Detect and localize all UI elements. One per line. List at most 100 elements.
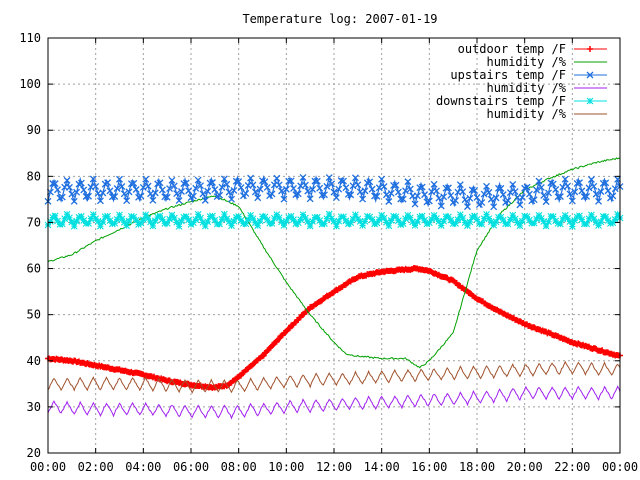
legend-label: humidity /%	[487, 55, 567, 69]
y-tick-label: 80	[27, 169, 41, 183]
x-tick-label: 20:00	[507, 460, 543, 474]
series-marker	[63, 210, 71, 218]
legend-label: upstairs temp /F	[450, 68, 566, 82]
series-marker	[309, 185, 317, 193]
series-marker	[301, 181, 309, 189]
series-marker	[378, 175, 386, 183]
series-marker	[521, 212, 529, 220]
series-marker	[397, 221, 405, 229]
series-marker	[142, 175, 150, 183]
series-marker	[166, 185, 174, 192]
series-marker	[235, 178, 243, 186]
series-marker	[447, 216, 455, 224]
series-marker	[94, 217, 102, 225]
series-marker	[568, 197, 576, 205]
series-marker	[297, 216, 305, 223]
series-marker	[158, 186, 166, 194]
series-marker	[228, 195, 235, 203]
series-marker	[602, 213, 610, 221]
series-marker	[533, 186, 541, 194]
series-marker	[216, 191, 224, 199]
series-marker	[380, 214, 388, 222]
series-marker	[216, 220, 223, 228]
series-marker	[347, 219, 355, 227]
series-marker	[568, 223, 576, 230]
series-marker	[287, 212, 295, 220]
series-marker	[149, 196, 157, 204]
series-marker	[225, 218, 233, 226]
series-marker	[518, 217, 526, 225]
series-marker	[87, 215, 95, 222]
y-tick-label: 20	[27, 446, 41, 460]
series-marker	[473, 216, 481, 223]
series-marker	[151, 189, 159, 197]
series-marker	[588, 211, 595, 219]
series-marker	[571, 188, 579, 196]
series-marker	[456, 211, 464, 219]
series-marker	[549, 213, 557, 220]
series-marker	[399, 220, 407, 227]
series-marker	[480, 190, 488, 198]
series-marker	[578, 187, 586, 195]
series-marker	[290, 184, 297, 192]
series-marker	[130, 179, 138, 187]
series-marker	[108, 193, 116, 201]
series-marker	[104, 179, 112, 187]
x-tick-label: 18:00	[459, 460, 495, 474]
series-marker	[280, 221, 288, 229]
series-marker	[471, 212, 479, 220]
series-marker	[104, 212, 111, 220]
series-marker	[375, 184, 383, 192]
series-marker	[96, 197, 104, 205]
legend-label: outdoor temp /F	[458, 42, 566, 56]
series-marker	[159, 216, 166, 223]
y-tick-label: 40	[27, 354, 41, 368]
series-marker	[142, 211, 150, 219]
series-marker	[587, 46, 593, 52]
series-marker	[135, 221, 142, 228]
x-tick-label: 16:00	[411, 460, 447, 474]
series-marker	[54, 186, 61, 194]
series-marker	[444, 184, 452, 192]
series-marker	[144, 182, 152, 190]
series-marker	[578, 216, 586, 223]
series-marker	[392, 181, 400, 189]
series-marker	[199, 218, 207, 226]
series-marker	[421, 216, 428, 224]
series-marker	[586, 71, 594, 79]
series-marker	[359, 222, 366, 229]
series-marker	[599, 179, 607, 187]
series-marker	[504, 220, 512, 228]
series-marker	[535, 177, 543, 185]
series-marker	[430, 180, 438, 188]
series-marker	[271, 214, 278, 222]
series-marker	[197, 214, 204, 222]
series-marker	[46, 217, 54, 225]
series-marker	[549, 180, 557, 188]
series-marker	[597, 218, 605, 226]
series-marker	[390, 212, 397, 220]
series-marker	[413, 192, 421, 200]
series-marker	[506, 216, 514, 223]
series-marker	[485, 215, 493, 222]
series-marker	[127, 180, 135, 188]
series-marker	[580, 193, 588, 201]
series-marker	[304, 218, 312, 226]
series-marker	[247, 211, 254, 219]
series-marker	[471, 187, 479, 194]
series-marker	[261, 178, 269, 186]
series-marker	[68, 218, 76, 226]
series-marker	[497, 184, 505, 192]
series-marker	[366, 178, 374, 186]
series-marker	[585, 184, 593, 192]
series-marker	[218, 215, 226, 223]
series-marker	[361, 217, 369, 225]
series-marker	[416, 184, 424, 192]
series-marker	[201, 196, 209, 204]
series-marker	[442, 184, 450, 192]
series-marker	[328, 180, 336, 188]
series-marker	[92, 182, 100, 190]
series-marker	[237, 184, 245, 192]
series-marker	[75, 213, 83, 221]
series-marker	[566, 218, 574, 225]
